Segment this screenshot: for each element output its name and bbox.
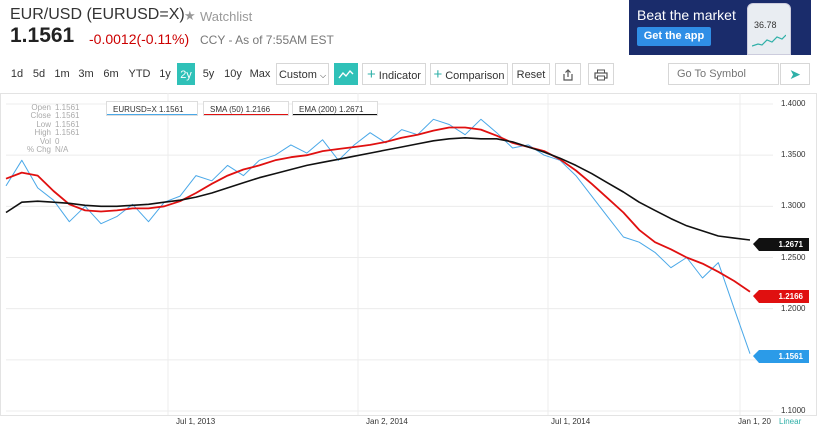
price-change: -0.0012(-0.11%) [89, 31, 190, 47]
share-button[interactable] [555, 63, 581, 85]
y-tick-label: 1.3500 [781, 150, 806, 160]
comparison-label: Comparison [445, 70, 505, 82]
chart-type-button[interactable] [334, 63, 358, 85]
get-app-button[interactable]: Get the app [637, 27, 711, 46]
indicator-label: Indicator [378, 70, 421, 82]
range-button-1y[interactable]: 1y [157, 63, 173, 85]
range-button-1m[interactable]: 1m [52, 63, 72, 85]
ad-title: Beat the market [637, 7, 736, 23]
symbol-search-input[interactable] [668, 63, 779, 85]
info-row: Low 1.1561 [24, 119, 80, 129]
tag-pointer [753, 238, 759, 251]
range-button-1d[interactable]: 1d [8, 63, 26, 85]
sma-value-tag: 1.2166 [759, 290, 809, 303]
price-value-tag: 1.1561 [759, 350, 809, 363]
price-series-line [5, 118, 751, 354]
legend-sma-label: SMA (50) 1.2166 [210, 105, 271, 114]
star-icon[interactable]: ★ [184, 8, 196, 23]
ema-value-tag: 1.2671 [759, 238, 809, 251]
legend-ema-label: EMA (200) 1.2671 [299, 105, 364, 114]
reset-button[interactable]: Reset [512, 63, 550, 85]
info-key: Open [31, 103, 51, 112]
info-value: 1.1561 [55, 103, 80, 112]
info-key: High [34, 128, 51, 138]
legend-price[interactable]: EURUSD=X 1.1561 [106, 101, 198, 116]
phone-image: 36.78 [747, 3, 791, 55]
info-row: Close 1.1561 [24, 111, 80, 121]
print-icon [594, 69, 608, 81]
info-value: 1.1561 [55, 119, 80, 129]
current-price: 1.1561 [10, 24, 75, 47]
comparison-button[interactable]: + Comparison [430, 63, 508, 85]
info-row: % Chg N/A [24, 145, 79, 155]
line-chart-icon [338, 70, 354, 79]
ohlc-info-panel: Open 1.1561 Close 1.1561 Low 1.1561 High 1.1561… [24, 103, 80, 155]
info-value: 1.1561 [55, 111, 80, 121]
info-key: % Chg [26, 145, 51, 155]
y-tick-label: 1.2000 [781, 303, 806, 313]
info-key: Low [36, 119, 51, 129]
print-button[interactable] [588, 63, 614, 85]
watchlist-link[interactable]: Watchlist [200, 9, 253, 24]
price-chart[interactable] [0, 93, 817, 435]
info-row: Open 1.1561 [24, 103, 80, 112]
range-button-6m[interactable]: 6m [100, 63, 122, 85]
custom-label: Custom [278, 69, 317, 81]
x-tick-label: Jul 1, 2014 [551, 417, 591, 426]
ema-series-line [5, 136, 751, 241]
plus-icon: + [367, 66, 376, 83]
range-button-max[interactable]: Max [248, 63, 272, 85]
info-value: 1.1561 [55, 128, 80, 138]
plus-icon: + [433, 66, 443, 83]
range-button-5y[interactable]: 5y [199, 63, 218, 85]
info-row: Vol 0 [24, 136, 79, 146]
as-of-time: CCY - As of 7:55AM EST [200, 33, 334, 47]
y-tick-label: 1.2500 [781, 252, 806, 262]
chart-frame [0, 93, 817, 416]
scale-toggle[interactable]: Linear [779, 417, 802, 426]
arrow-right-icon: ➤ [789, 66, 801, 82]
indicator-button[interactable]: + Indicator [362, 63, 426, 85]
x-tick-label: Jan 1, 20 [738, 417, 771, 426]
share-icon [563, 69, 573, 81]
tag-pointer [753, 350, 759, 363]
range-button-3m[interactable]: 3m [76, 63, 96, 85]
go-arrow-button[interactable]: ➤ [780, 63, 810, 85]
app-ad-banner[interactable]: Beat the market Get the app 36.78 [629, 0, 811, 55]
legend-price-label: EURUSD=X 1.1561 [113, 105, 184, 114]
legend-ema[interactable]: EMA (200) 1.2671 [292, 101, 378, 116]
y-tick-label: 1.3000 [781, 201, 806, 211]
info-key: Vol [39, 136, 51, 146]
phone-value: 36.78 [754, 20, 777, 30]
range-button-5d[interactable]: 5d [30, 63, 48, 85]
info-value: 0 [55, 136, 60, 146]
range-button-10y[interactable]: 10y [222, 63, 244, 85]
legend-sma[interactable]: SMA (50) 1.2166 [203, 101, 289, 116]
phone-chart-icon [752, 34, 786, 47]
range-button-ytd[interactable]: YTD [126, 63, 153, 85]
x-tick-label: Jan 2, 2014 [366, 417, 408, 426]
y-tick-label: 1.4000 [781, 99, 806, 108]
chevron-down-icon: ⌵ [319, 71, 327, 80]
info-row: High 1.1561 [24, 128, 80, 138]
x-tick-label: Jul 1, 2013 [176, 417, 216, 426]
y-tick-label: 1.1000 [781, 406, 806, 415]
info-value: N/A [55, 145, 69, 155]
range-button-2y[interactable]: 2y [177, 63, 195, 85]
custom-range-dropdown[interactable]: Custom ⌵ [276, 63, 329, 85]
ticker-name: EUR/USD (EURUSD=X) [10, 6, 185, 23]
sma-series-line [5, 126, 751, 293]
info-key: Close [30, 111, 51, 121]
tag-pointer [753, 290, 759, 303]
